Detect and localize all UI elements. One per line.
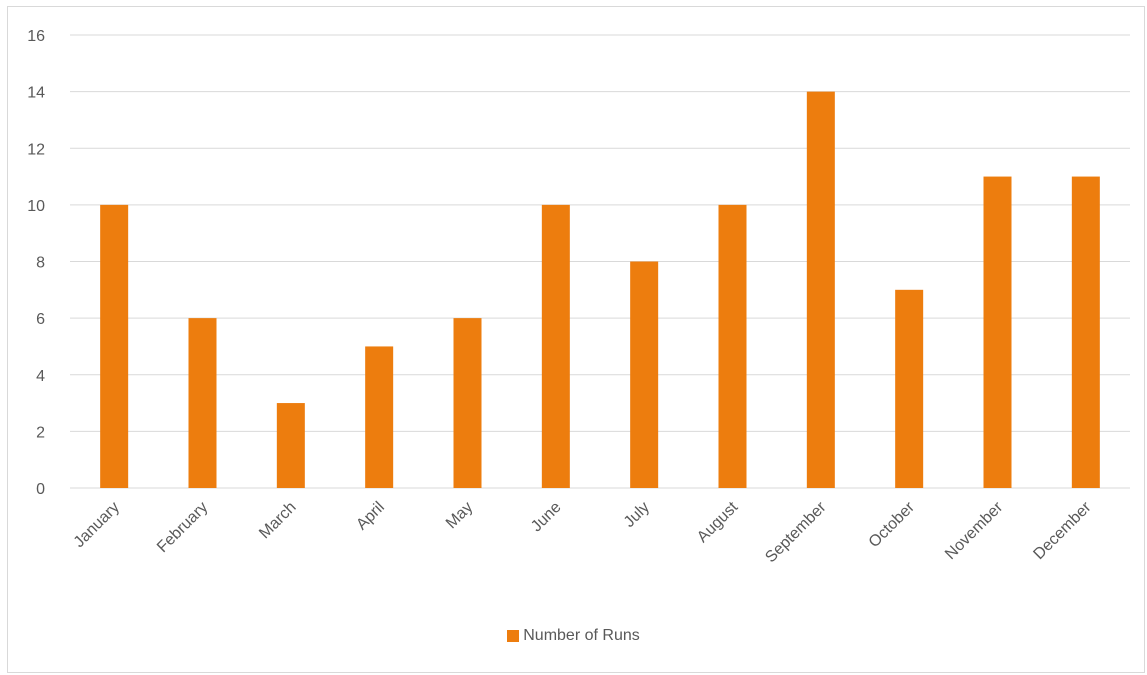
x-tick-label: March [256,499,299,542]
bar-march [276,403,305,488]
bar-august [718,204,747,488]
bar-may [453,318,482,488]
bar-december [1071,176,1100,488]
bars [100,91,1100,488]
bar-april [365,346,394,488]
bar-july [630,261,659,488]
x-tick-label: December [1030,498,1095,563]
legend: Number of Runs [0,627,1147,645]
x-tick-label: May [443,499,476,532]
y-tick-label: 14 [27,85,45,102]
bar-january [100,204,129,488]
y-tick-label: 8 [36,255,45,272]
y-tick-label: 12 [27,141,45,158]
x-tick-label: August [694,498,742,546]
y-tick-label: 16 [27,28,45,45]
bar-october [895,289,924,488]
x-tick-label: January [71,499,123,551]
y-tick-label: 4 [36,368,45,385]
x-tick-label: October [866,498,919,551]
x-tick-label: April [353,499,388,534]
legend-item: Number of Runs [507,627,640,645]
gridlines [70,34,1130,489]
bar-november [983,176,1012,488]
legend-label: Number of Runs [523,627,640,644]
x-tick-label: September [762,498,830,566]
x-tick-label: June [528,499,565,536]
y-tick-label: 0 [36,481,45,498]
legend-swatch [507,630,520,642]
bar-february [188,318,217,488]
y-axis-ticks: 0 2 4 6 8 10 12 14 16 [27,28,45,498]
y-tick-label: 10 [27,198,45,215]
y-tick-label: 6 [36,311,45,328]
bar-september [806,91,835,488]
x-tick-label: November [942,498,1007,563]
x-tick-label: July [621,499,653,531]
x-tick-label: February [154,499,211,556]
bar-june [541,204,570,488]
y-tick-label: 2 [36,424,45,441]
x-axis-ticks: January February March April May June July Augu… [71,498,1095,566]
